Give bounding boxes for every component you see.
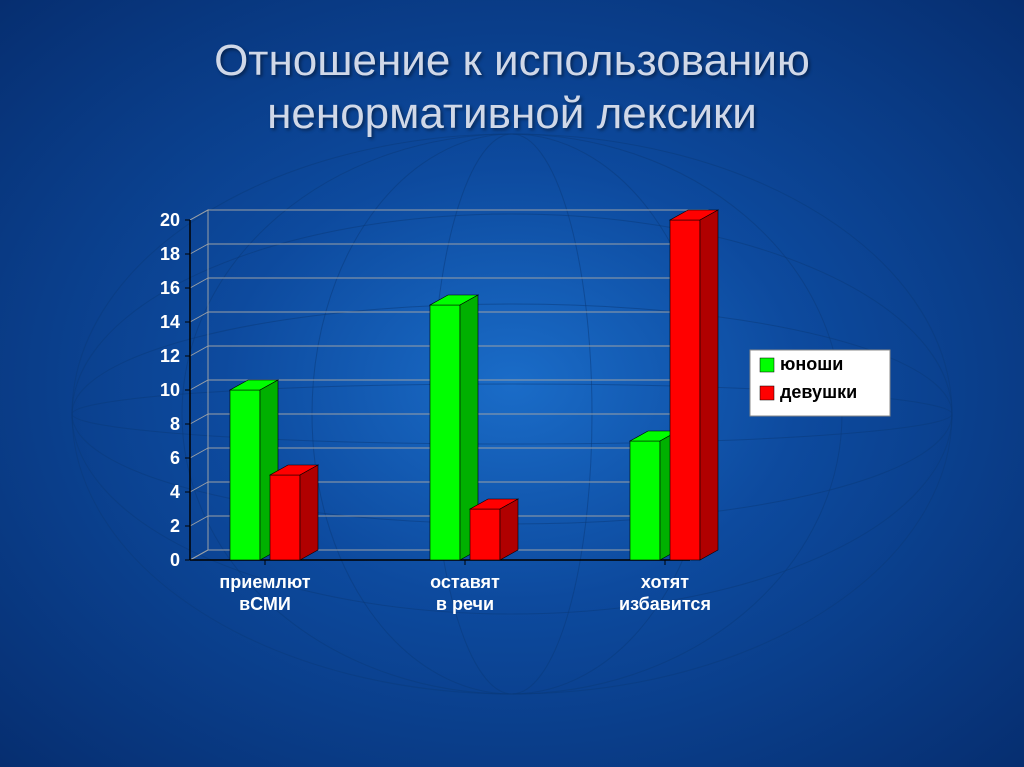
svg-text:избавится: избавится: [619, 594, 711, 614]
bar: [630, 441, 660, 560]
bar: [230, 390, 260, 560]
svg-text:10: 10: [160, 380, 180, 400]
legend-label: девушки: [780, 382, 857, 402]
bar: [270, 475, 300, 560]
svg-text:16: 16: [160, 278, 180, 298]
bar: [430, 305, 460, 560]
svg-text:18: 18: [160, 244, 180, 264]
svg-text:2: 2: [170, 516, 180, 536]
slide: Отношение к использованию ненормативной …: [0, 0, 1024, 767]
title-line-1: Отношение к использованию: [214, 36, 810, 85]
bar: [470, 509, 500, 560]
svg-text:14: 14: [160, 312, 180, 332]
legend-label: юноши: [780, 354, 843, 374]
svg-text:вСМИ: вСМИ: [239, 594, 291, 614]
svg-text:8: 8: [170, 414, 180, 434]
svg-text:0: 0: [170, 550, 180, 570]
category-label: оставят: [430, 572, 500, 592]
legend-swatch: [760, 358, 774, 372]
svg-text:20: 20: [160, 210, 180, 230]
svg-text:в речи: в речи: [436, 594, 494, 614]
svg-text:4: 4: [170, 482, 180, 502]
svg-text:12: 12: [160, 346, 180, 366]
title-line-2: ненормативной лексики: [267, 89, 757, 138]
bar-chart: 0 2 4 6 8 10 12 14 16 18 20 приемлютвСМИ оставятв ре…: [120, 200, 900, 660]
category-label: хотят: [641, 572, 689, 592]
legend-swatch: [760, 386, 774, 400]
slide-title: Отношение к использованию ненормативной …: [0, 35, 1024, 141]
category-label: приемлют: [219, 572, 310, 592]
bar: [670, 220, 700, 560]
svg-text:6: 6: [170, 448, 180, 468]
